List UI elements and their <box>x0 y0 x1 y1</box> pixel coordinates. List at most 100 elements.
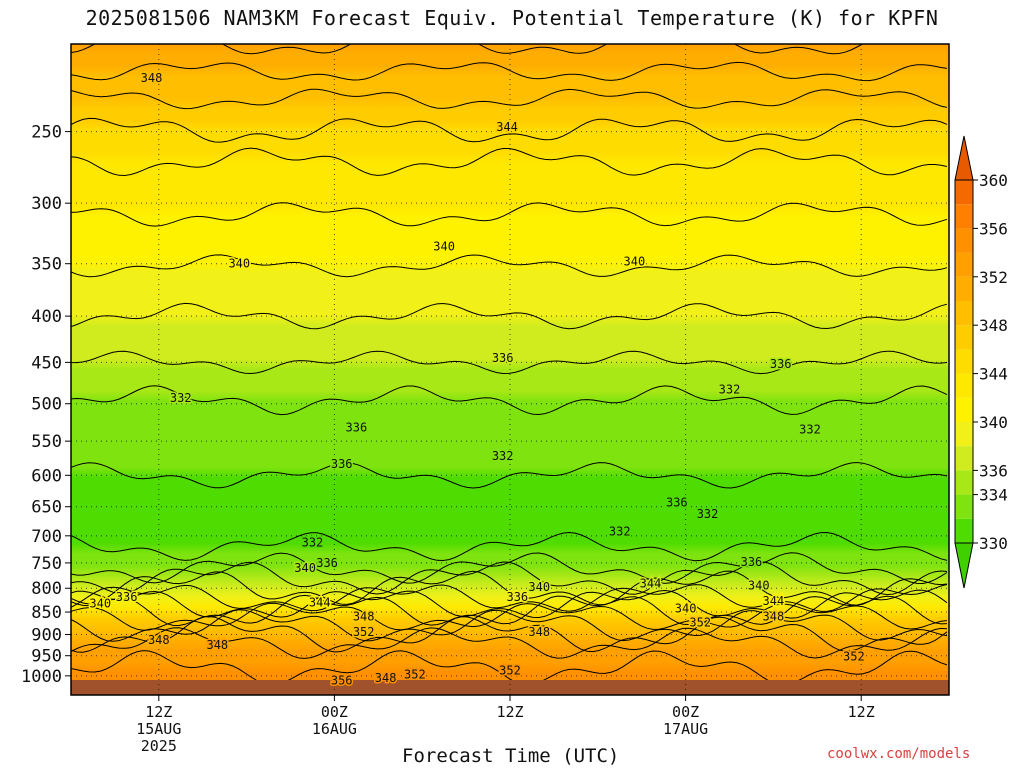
y-tick-label: 800 <box>31 579 62 599</box>
contour-label: 332 <box>719 382 741 396</box>
colorbar: 330 334 336 340 344 348 352 356 360 <box>954 135 1008 589</box>
contour-label: 352 <box>689 616 711 630</box>
contour-label: 336 <box>666 495 688 509</box>
contour-label: 336 <box>316 556 338 570</box>
contour-label: 336 <box>492 351 514 365</box>
contour-label: 352 <box>353 625 375 639</box>
x-tick-label: 12Z <box>848 703 875 721</box>
y-axis: 2503003504004505005506006507007508008509… <box>21 123 71 687</box>
colorbar-over-arrow <box>954 135 974 181</box>
y-tick-label: 600 <box>31 466 62 486</box>
colorbar-tick-label: 340 <box>979 413 1008 432</box>
contour-label: 356 <box>331 674 353 688</box>
y-tick-label: 500 <box>31 395 62 415</box>
colorbar-band <box>955 180 973 205</box>
contour-label: 332 <box>799 423 821 437</box>
contour-label: 336 <box>770 357 792 371</box>
x-tick-label: 00Z <box>321 703 348 721</box>
contour-label: 332 <box>302 535 324 549</box>
contour-label: 348 <box>353 610 375 624</box>
contour-label: 340 <box>294 561 316 575</box>
x-tick-label: 2025 <box>141 737 177 755</box>
grid-lines <box>71 44 949 695</box>
contour-lines <box>71 44 948 686</box>
contour-label: 336 <box>331 457 353 471</box>
y-tick-label: 850 <box>31 603 62 623</box>
colorbar-tick-label: 356 <box>979 219 1008 238</box>
contour-label: 340 <box>433 240 455 254</box>
contour-line <box>71 594 948 627</box>
contour-label: 340 <box>675 601 697 615</box>
colorbar-band <box>955 373 973 398</box>
contour-label: 352 <box>404 667 426 681</box>
y-tick-label: 250 <box>31 123 62 143</box>
contour-line <box>71 88 948 110</box>
contour-label: 344 <box>640 576 662 590</box>
colorbar-tick-label: 330 <box>979 534 1008 553</box>
contour-line <box>71 147 948 177</box>
contour-line <box>71 602 948 631</box>
y-tick-label: 700 <box>31 527 62 547</box>
colorbar-band <box>955 422 973 447</box>
y-tick-label: 550 <box>31 432 62 452</box>
contour-line <box>71 385 948 416</box>
y-tick-label: 350 <box>31 255 62 275</box>
contour-line <box>71 254 948 278</box>
y-tick-label: 650 <box>31 498 62 518</box>
contour-label: 348 <box>148 633 170 647</box>
colorbar-band <box>955 518 973 543</box>
contour-label: 340 <box>228 257 250 271</box>
colorbar-frame <box>954 179 974 544</box>
y-tick-label: 450 <box>31 353 62 373</box>
contour-line <box>71 627 948 659</box>
y-tick-label: 950 <box>31 647 62 667</box>
contour-label: 340 <box>89 597 111 611</box>
contour-line <box>71 44 864 55</box>
contour-line <box>71 561 948 596</box>
colorbar-band <box>955 228 973 253</box>
colorbar-band <box>955 349 973 374</box>
contour-label: 332 <box>697 507 719 521</box>
contour-label: 348 <box>763 610 785 624</box>
contour-label: 332 <box>170 391 192 405</box>
contour-label: 336 <box>506 590 528 604</box>
ground-band <box>71 680 949 695</box>
y-tick-label: 300 <box>31 194 62 214</box>
contour-line <box>71 117 948 143</box>
contour-label: 336 <box>116 590 138 604</box>
contour-label: 332 <box>609 524 631 538</box>
x-axis-label: Forecast Time (UTC) <box>402 745 620 767</box>
contour-line <box>71 584 948 612</box>
colorbar-under-arrow <box>954 542 974 589</box>
contour-line <box>71 570 948 606</box>
contour-label: 348 <box>206 638 228 652</box>
credit-text: coolwx.com/models <box>827 746 971 762</box>
contour-line <box>71 650 948 686</box>
y-tick-label: 900 <box>31 625 62 645</box>
contour-label: 352 <box>499 663 521 677</box>
y-tick-label: 750 <box>31 554 62 574</box>
contour-label: 348 <box>141 71 163 85</box>
x-tick-label: 12Z <box>145 703 172 721</box>
x-tick-label: 16AUG <box>312 720 357 738</box>
contour-label: 344 <box>496 120 518 134</box>
contour-label: 340 <box>528 580 550 594</box>
chart-title: 2025081506 NAM3KM Forecast Equiv. Potent… <box>85 6 939 30</box>
colorbar-band <box>955 301 973 326</box>
colorbar-band <box>955 494 973 519</box>
colorbar-band <box>955 446 973 471</box>
contour-label: 336 <box>346 420 368 434</box>
contour-line <box>71 615 948 653</box>
colorbar-band <box>955 276 973 301</box>
colorbar-tick-label: 360 <box>979 171 1008 190</box>
contour-line <box>71 531 948 562</box>
contour-label: 344 <box>309 596 331 610</box>
x-tick-label: 12Z <box>496 703 523 721</box>
x-tick-label: 17AUG <box>663 720 708 738</box>
colorbar-tick-label: 352 <box>979 268 1008 287</box>
contour-label: 332 <box>492 449 514 463</box>
contour-line <box>71 61 948 82</box>
